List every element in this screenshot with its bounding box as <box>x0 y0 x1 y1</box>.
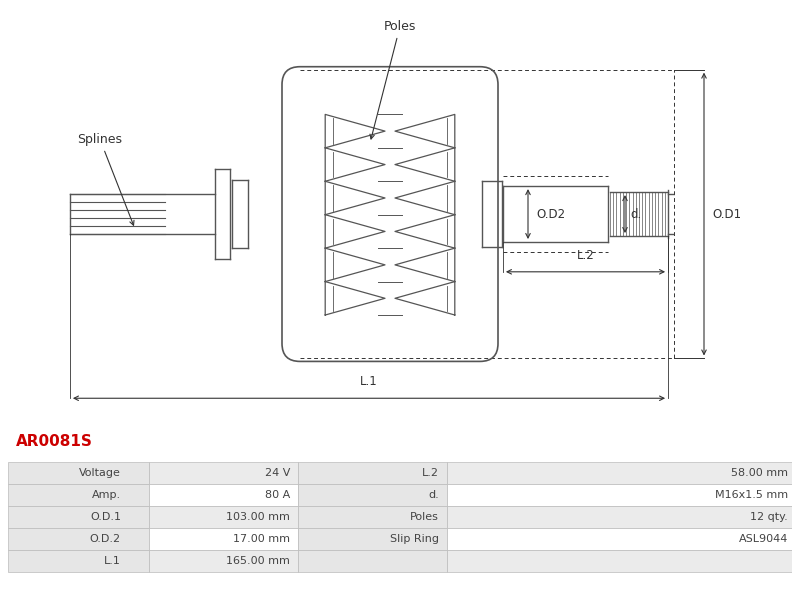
Text: 80 A: 80 A <box>265 490 290 500</box>
Text: M16x1.5 mm: M16x1.5 mm <box>715 490 788 500</box>
Text: O.D2: O.D2 <box>536 208 565 221</box>
Text: Slip Ring: Slip Ring <box>390 533 439 543</box>
Text: 17.00 mm: 17.00 mm <box>234 533 290 543</box>
Text: O.D.1: O.D.1 <box>90 511 121 522</box>
Bar <box>447 549 792 572</box>
Text: O.D1: O.D1 <box>712 208 741 221</box>
Bar <box>298 527 447 549</box>
Text: AR0081S: AR0081S <box>16 434 93 449</box>
Text: L.1: L.1 <box>104 556 121 566</box>
Bar <box>447 462 792 484</box>
Text: Splines: Splines <box>78 133 134 225</box>
Text: 58.00 mm: 58.00 mm <box>731 468 788 478</box>
Text: 165.00 mm: 165.00 mm <box>226 556 290 566</box>
Bar <box>298 462 447 484</box>
Text: Poles: Poles <box>370 20 416 139</box>
Bar <box>8 484 149 506</box>
Bar <box>8 549 149 572</box>
Bar <box>447 484 792 506</box>
Bar <box>8 506 149 527</box>
Text: Poles: Poles <box>410 511 439 522</box>
Bar <box>149 527 298 549</box>
Bar <box>298 506 447 527</box>
Text: L.2: L.2 <box>577 249 594 262</box>
Text: O.D.2: O.D.2 <box>90 533 121 543</box>
Bar <box>149 484 298 506</box>
Text: L.1: L.1 <box>360 375 378 388</box>
Bar <box>8 527 149 549</box>
Text: 103.00 mm: 103.00 mm <box>226 511 290 522</box>
Text: d.: d. <box>429 490 439 500</box>
Text: 12 qty.: 12 qty. <box>750 511 788 522</box>
Bar <box>447 506 792 527</box>
Bar <box>447 527 792 549</box>
Bar <box>149 462 298 484</box>
Text: L.2: L.2 <box>422 468 439 478</box>
Bar <box>8 462 149 484</box>
Text: 24 V: 24 V <box>265 468 290 478</box>
Text: Amp.: Amp. <box>92 490 121 500</box>
Bar <box>298 484 447 506</box>
Text: ASL9044: ASL9044 <box>738 533 788 543</box>
Text: d.: d. <box>630 208 642 221</box>
Text: Voltage: Voltage <box>79 468 121 478</box>
Bar <box>149 549 298 572</box>
Bar <box>149 506 298 527</box>
Bar <box>298 549 447 572</box>
